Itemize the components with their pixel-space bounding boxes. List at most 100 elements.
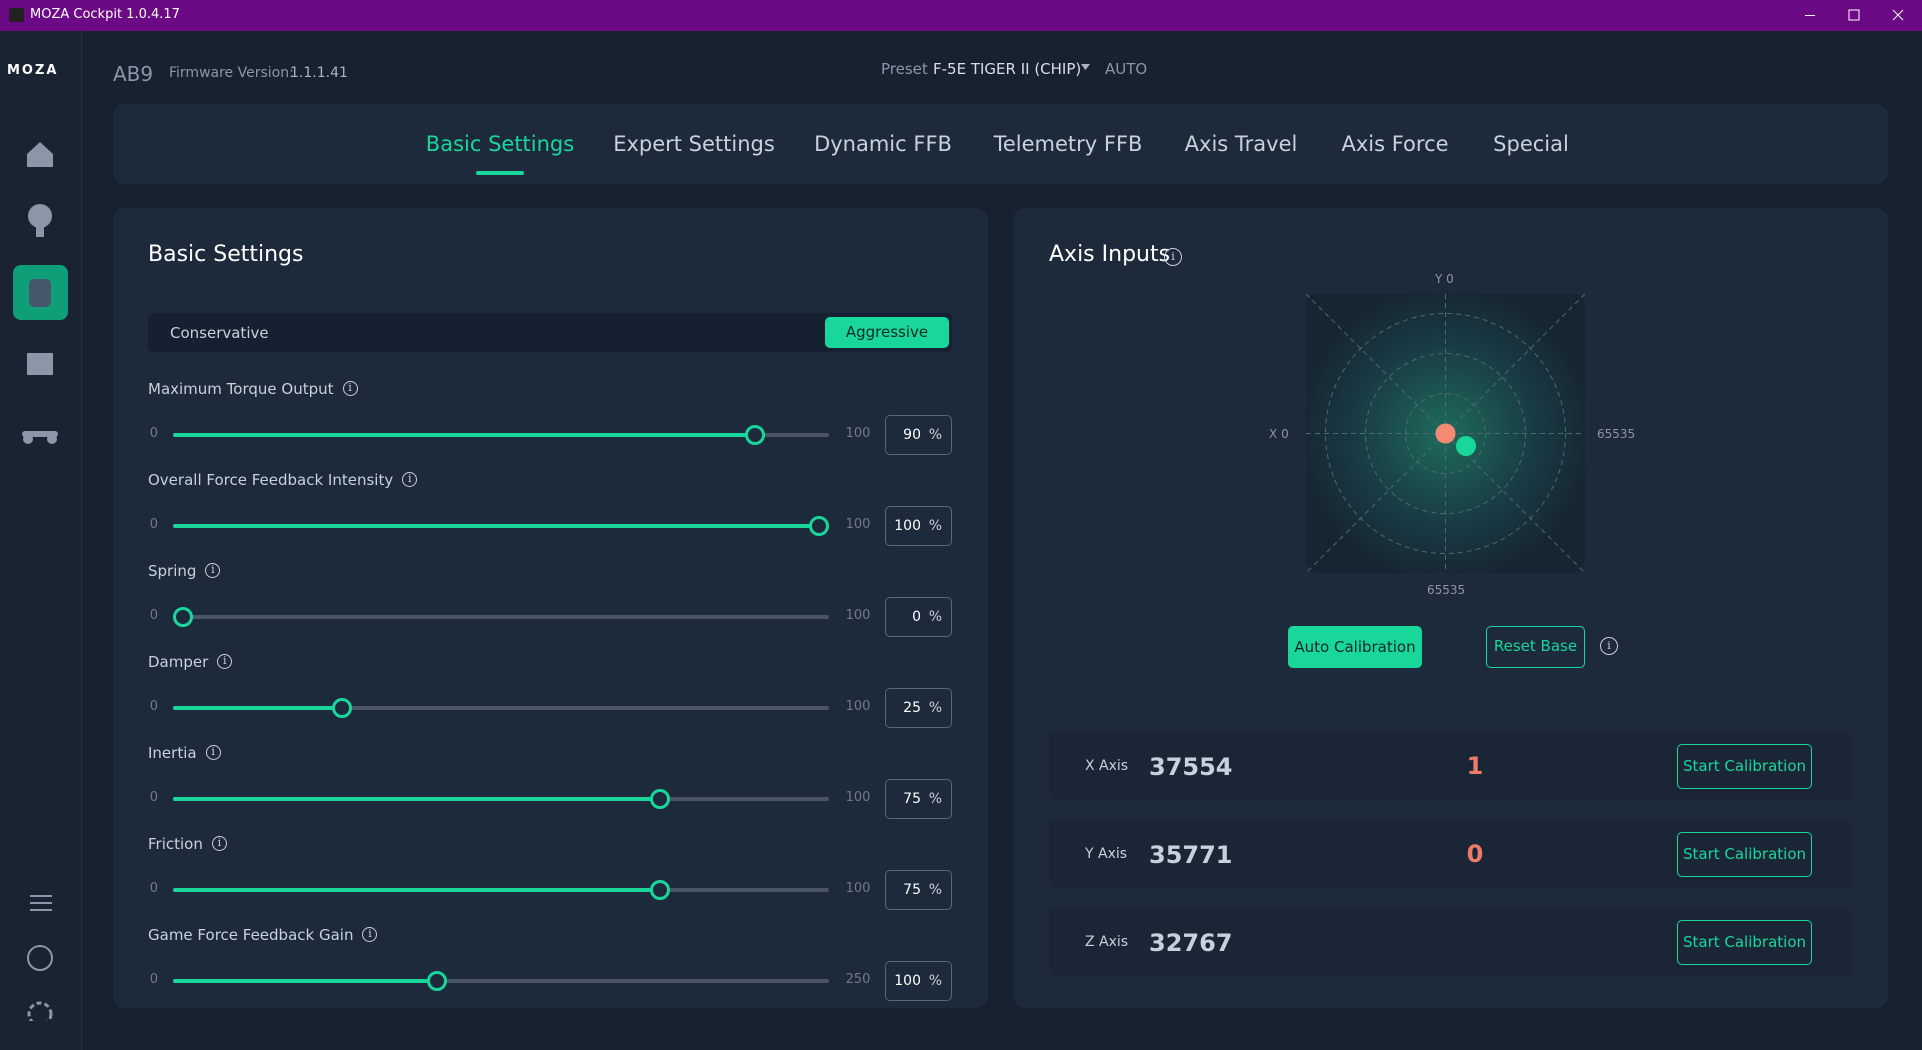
value-text: 100 [894,973,921,989]
value-unit: % [928,518,942,534]
value-input[interactable]: 100% [885,961,952,1001]
mode-option[interactable]: Conservative [170,324,269,342]
tab-label[interactable]: Axis Travel [1184,132,1298,156]
axis-delta: 1 [1466,752,1484,780]
value-text: 100 [894,518,921,534]
tab-label[interactable]: Special [1493,132,1569,156]
slider-max: 100 [845,608,871,623]
slider-max: 100 [845,881,871,896]
slider-fill [173,979,438,983]
tab-label[interactable]: Basic Settings [425,132,575,156]
axis-delta: 0 [1466,840,1484,868]
axis-position-dot [1455,436,1476,457]
slider-min: 0 [149,517,158,532]
slider-label: Overall Force Feedback Intensity [148,471,394,489]
slider-fill [173,797,660,801]
axis-name: Y [1435,272,1443,286]
slider-track[interactable] [173,615,829,619]
value-input[interactable]: 0% [885,597,952,637]
value-text: 75 [903,791,921,807]
slider-min: 0 [149,426,158,441]
preset-dropdown[interactable] [1081,64,1091,72]
slider-max: 100 [845,426,871,441]
info-icon[interactable]: i [217,654,233,669]
value-unit: % [928,700,942,716]
slider-thumb[interactable] [745,425,766,445]
slider-track[interactable] [173,706,829,710]
axis-name: X Axis [1085,758,1129,774]
info-icon[interactable]: i [1164,248,1182,266]
nav-icons[interactable] [0,121,81,1021]
sidebar: MOZA [0,31,82,1050]
axis-row: Y Axis 35771 0 Start Calibration [1049,821,1851,888]
y-axis-label: Y 0 [1435,272,1454,286]
info-icon[interactable]: i [211,836,227,851]
slider-max: 100 [845,790,871,805]
slider-max: 100 [845,699,871,714]
axis-name: Z Axis [1085,934,1129,950]
slider-min: 0 [149,972,158,987]
value-unit: % [928,427,942,443]
firmware-value: 1.1.1.41 [290,65,348,81]
value-input[interactable]: 75% [885,779,952,819]
tab-label[interactable]: Axis Force [1341,132,1449,156]
preset-value[interactable]: F-5E TIGER II (CHIP) [933,60,1082,78]
slider-thumb[interactable] [809,516,829,536]
value-text: 90 [903,427,921,443]
window-controls[interactable] [1790,0,1922,31]
info-icon[interactable]: i [205,745,221,760]
info-icon[interactable]: i [402,472,418,487]
slider-fill [173,433,756,437]
title-bar: MOZA Cockpit 1.0.4.17 [0,0,1922,31]
axis-min: 0 [1446,272,1454,286]
basic-settings-panel: Basic Settings Conservative Aggressive M… [113,208,988,1008]
value-input[interactable]: 75% [885,870,952,910]
value-text: 25 [903,700,921,716]
axis-value: 32767 [1149,929,1233,957]
reset-base-button[interactable]: Reset Base [1486,626,1585,668]
value-input[interactable]: 100% [885,506,952,546]
window-title: MOZA Cockpit 1.0.4.17 [30,7,180,22]
slider-thumb[interactable] [650,880,670,900]
slider-label: Spring [148,562,197,580]
axis-name: X [1269,427,1278,441]
slider-thumb[interactable] [427,971,448,991]
start-calibration-button[interactable]: Start Calibration [1677,744,1812,789]
mode-toggle: Conservative Aggressive [148,313,952,352]
tab-bar: Basic Settings Expert Settings Dynamic FFB… [113,104,1888,184]
slider-track[interactable] [173,979,829,983]
info-icon[interactable]: i [1600,637,1618,655]
slider-thumb[interactable] [332,698,352,718]
slider-label: Inertia [148,744,197,762]
plot-grid [1306,294,1585,573]
logo: MOZA [7,63,59,78]
slider-max: 100 [845,517,871,532]
axis-inputs-panel: Axis Inputs i Y 0 X 0 65535 65535 Auto C… [1013,208,1888,1008]
tab-label[interactable]: Expert Settings [613,132,775,156]
auto-calibration-button[interactable]: Auto Calibration [1288,626,1422,668]
start-calibration-button[interactable]: Start Calibration [1677,832,1812,877]
value-input[interactable]: 90% [885,415,952,455]
preset-mode: AUTO [1105,60,1148,78]
axis-row: X Axis 37554 1 Start Calibration [1049,733,1851,800]
x-axis-max: 65535 [1597,427,1636,441]
info-icon[interactable]: i [205,563,221,578]
y-axis-max: 65535 [1427,583,1466,597]
mode-option-active[interactable]: Aggressive [825,317,949,348]
device-name: AB9 [113,62,154,86]
start-calibration-button[interactable]: Start Calibration [1677,920,1812,965]
tab-label[interactable]: Dynamic FFB [814,132,952,156]
slider-max: 250 [845,972,871,987]
panel-title: Basic Settings [148,242,304,267]
value-text: 75 [903,882,921,898]
value-unit: % [928,791,942,807]
info-icon[interactable]: i [342,381,358,396]
value-input[interactable]: 25% [885,688,952,728]
slider-thumb[interactable] [650,789,670,809]
panel-title: Axis Inputs [1049,242,1171,267]
slider-thumb[interactable] [173,607,193,627]
info-icon[interactable]: i [362,927,378,942]
slider-fill [173,524,819,528]
axis-name: Y Axis [1085,846,1128,862]
tab-label[interactable]: Telemetry FFB [993,132,1143,156]
